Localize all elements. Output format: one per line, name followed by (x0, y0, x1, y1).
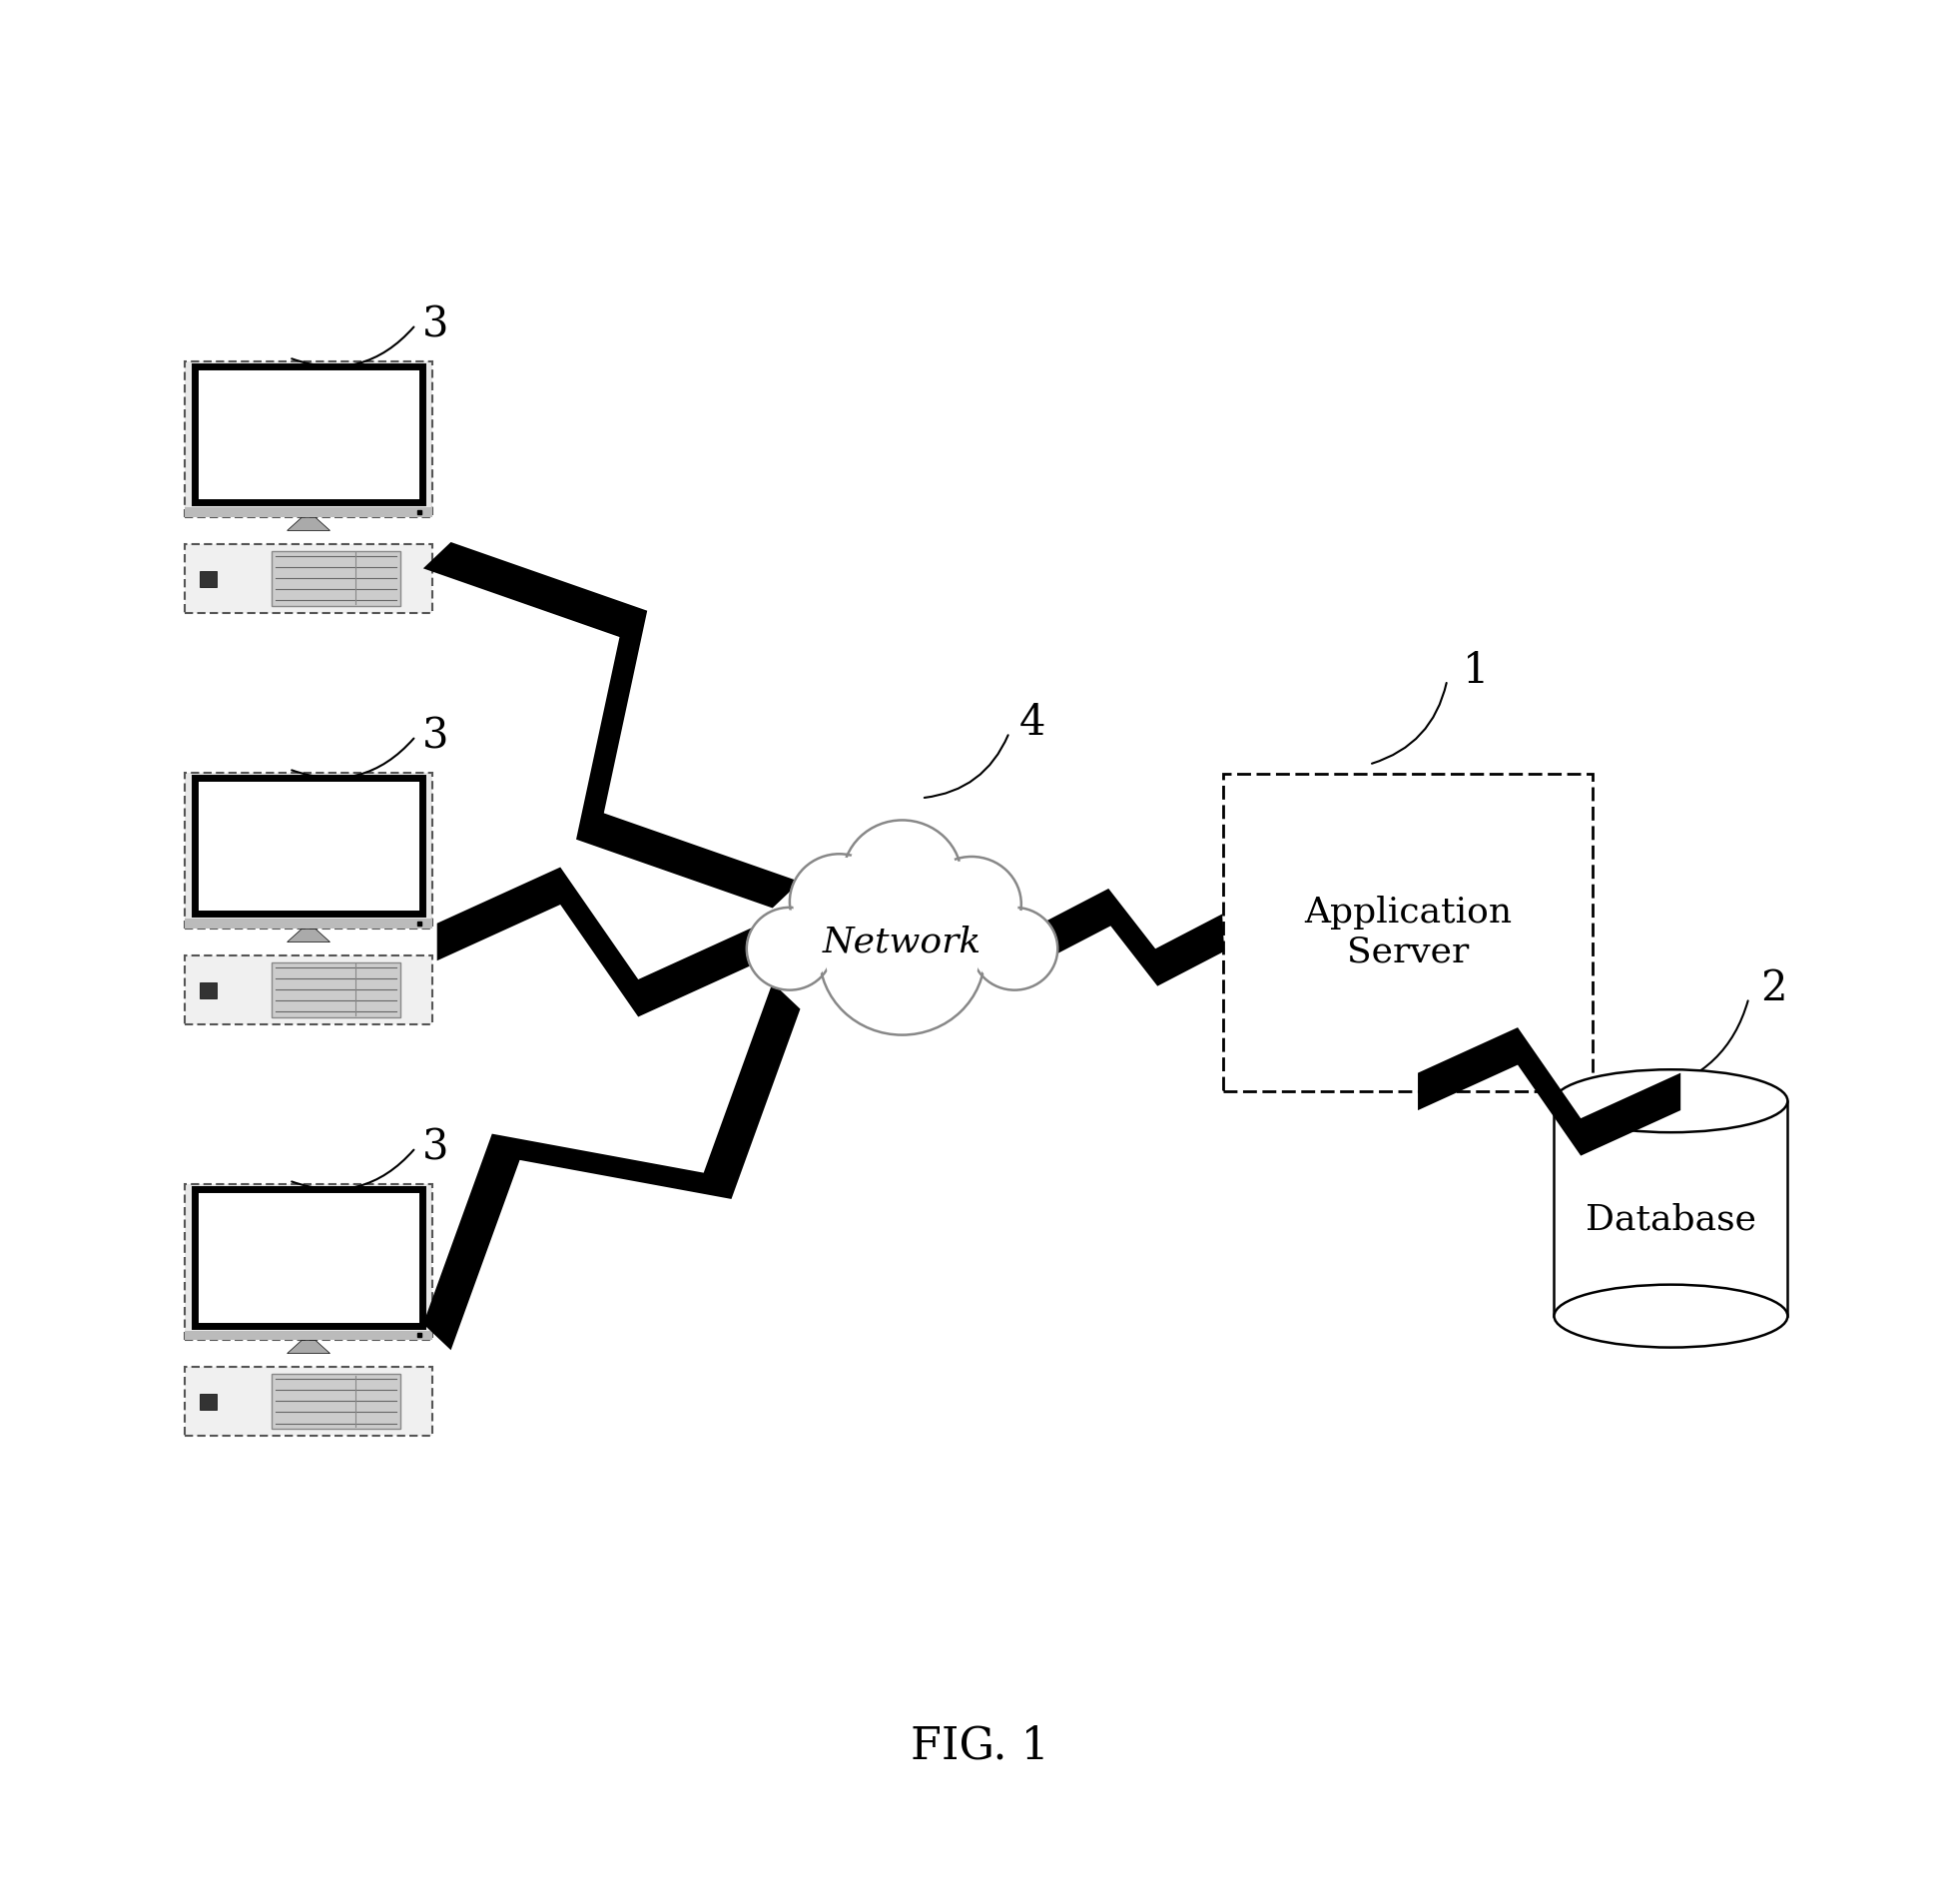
FancyBboxPatch shape (1223, 774, 1593, 1091)
Circle shape (794, 857, 886, 946)
FancyBboxPatch shape (270, 963, 400, 1017)
Circle shape (847, 825, 956, 931)
FancyBboxPatch shape (184, 544, 433, 612)
Circle shape (843, 820, 962, 934)
Ellipse shape (1554, 1285, 1788, 1347)
FancyBboxPatch shape (184, 362, 433, 518)
Circle shape (921, 857, 1021, 951)
FancyBboxPatch shape (184, 955, 433, 1025)
FancyBboxPatch shape (184, 772, 433, 929)
Circle shape (790, 853, 890, 950)
Text: FIG. 1: FIG. 1 (911, 1724, 1049, 1767)
Polygon shape (288, 929, 329, 942)
Polygon shape (423, 543, 800, 908)
FancyBboxPatch shape (200, 983, 218, 999)
FancyBboxPatch shape (184, 1330, 433, 1340)
FancyBboxPatch shape (184, 1366, 433, 1436)
Ellipse shape (1554, 1070, 1788, 1132)
FancyBboxPatch shape (206, 379, 410, 492)
Text: 3: 3 (421, 716, 449, 757)
Text: Network: Network (823, 925, 982, 959)
FancyBboxPatch shape (194, 778, 423, 914)
Text: Application
Server: Application Server (1303, 897, 1511, 968)
Text: Database: Database (1586, 1202, 1756, 1236)
FancyBboxPatch shape (200, 571, 218, 586)
Circle shape (825, 882, 978, 1029)
Circle shape (925, 861, 1017, 948)
Polygon shape (1417, 1027, 1680, 1155)
Circle shape (974, 910, 1054, 987)
FancyBboxPatch shape (194, 365, 423, 503)
Circle shape (747, 908, 833, 991)
FancyBboxPatch shape (270, 550, 400, 607)
Circle shape (751, 910, 829, 987)
Text: 3: 3 (421, 1127, 449, 1168)
Polygon shape (1041, 889, 1225, 985)
FancyBboxPatch shape (206, 1200, 410, 1315)
FancyBboxPatch shape (270, 1373, 400, 1428)
Text: 2: 2 (1760, 968, 1788, 1010)
Text: 3: 3 (421, 303, 449, 347)
FancyBboxPatch shape (184, 1183, 433, 1340)
FancyBboxPatch shape (194, 1189, 423, 1326)
FancyBboxPatch shape (206, 789, 410, 902)
FancyBboxPatch shape (184, 919, 433, 929)
FancyBboxPatch shape (184, 507, 433, 518)
Circle shape (972, 908, 1058, 991)
Text: 4: 4 (1019, 703, 1047, 744)
Polygon shape (288, 1340, 329, 1353)
FancyBboxPatch shape (200, 1394, 218, 1409)
Polygon shape (1554, 1100, 1788, 1317)
Circle shape (819, 876, 984, 1034)
Text: 1: 1 (1462, 650, 1490, 691)
Polygon shape (423, 983, 800, 1351)
Polygon shape (437, 867, 762, 1017)
Polygon shape (288, 518, 329, 531)
